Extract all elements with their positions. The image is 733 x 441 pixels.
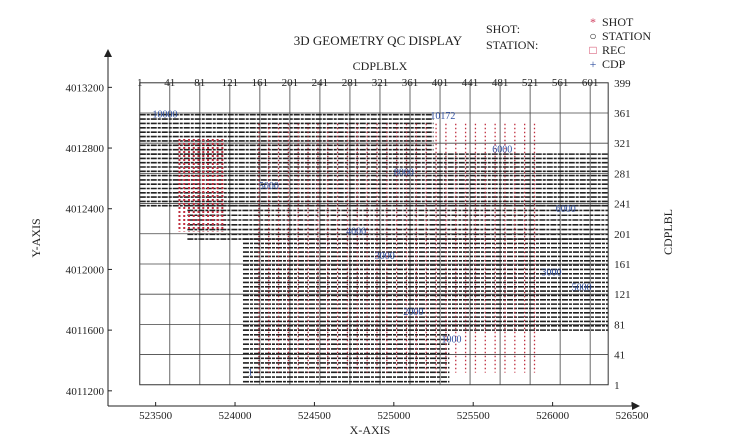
y-tick-label: 4012000 xyxy=(66,264,105,276)
y-tick-label: 4011600 xyxy=(66,325,105,337)
top-tick-label: 481 xyxy=(492,77,509,89)
annotation-label: 3000 xyxy=(541,268,561,279)
y-tick-label: 4012800 xyxy=(66,143,105,155)
top-tick-label: 321 xyxy=(372,77,389,89)
top-tick-label: 281 xyxy=(342,77,359,89)
annotation-label: 8000 xyxy=(394,167,414,178)
top-tick-label: 41 xyxy=(164,77,175,89)
top-tick-label: 161 xyxy=(252,77,269,89)
right-tick-label: 201 xyxy=(614,229,631,241)
axis-labels: 3D GEOMETRY QC DISPLAY CDPLBLX X-AXIS Y-… xyxy=(29,33,675,437)
annotations: 10000 10172 6000 8000 5000 6000 4000 3000 3000 50… xyxy=(152,110,591,379)
legend-cdp-label: CDP xyxy=(602,57,626,71)
right-tick-label: 361 xyxy=(614,108,631,120)
legend-shot: * SHOT xyxy=(587,15,633,30)
top-tick-label: 601 xyxy=(582,77,599,89)
x-tick-label: 526000 xyxy=(536,410,570,422)
rec-symbol-icon: □ xyxy=(589,43,597,57)
top-tick-label: 1 xyxy=(137,77,143,89)
annotation-label: 10172 xyxy=(430,111,455,122)
annotation-label: 5000 xyxy=(572,283,592,294)
annotation-label: 4000 xyxy=(346,227,366,238)
x-tick-label: 525000 xyxy=(377,410,411,422)
top-axis-title: CDPLBLX xyxy=(353,59,408,73)
y-axis-title: Y-AXIS xyxy=(29,218,43,257)
x-tick-label: 523500 xyxy=(139,410,173,422)
right-tick-label: 41 xyxy=(614,350,625,362)
chart-axes: 1 41 81 121 161 201 241 281 321 361 401 441 481 521 56… xyxy=(66,49,650,422)
right-tick-label: 399 xyxy=(614,78,631,90)
right-tick-label: 281 xyxy=(614,168,631,180)
right-tick-label: 161 xyxy=(614,259,631,271)
top-tick-label: 441 xyxy=(462,77,479,89)
annotation-label: 1 xyxy=(248,368,253,379)
annotation-label: 5000 xyxy=(259,181,279,192)
annotation-label: 2000 xyxy=(403,307,423,318)
top-tick-label: 81 xyxy=(194,77,205,89)
annotation-label: 6000 xyxy=(492,145,512,156)
y-axis-arrow-icon xyxy=(104,49,112,57)
station-header-label: STATION: xyxy=(486,38,539,52)
top-tick-label: 241 xyxy=(312,77,329,89)
shot-header-label: SHOT: xyxy=(486,22,521,36)
right-tick-label: 1 xyxy=(614,380,620,392)
y-tick-label: 4011200 xyxy=(66,386,105,398)
top-tick-label: 561 xyxy=(552,77,569,89)
annotation-label: 10000 xyxy=(152,110,177,121)
right-tick-label: 241 xyxy=(614,199,631,211)
x-axis-arrow-icon xyxy=(632,402,640,410)
right-tick-label: 321 xyxy=(614,138,631,150)
x-tick-label: 526500 xyxy=(616,410,650,422)
legend-rec-label: REC xyxy=(602,43,626,57)
legend-cdp: + CDP xyxy=(587,57,626,72)
station-symbol-icon: ○ xyxy=(589,29,597,43)
legend-rec: □ REC xyxy=(587,43,625,58)
right-tick-label: 81 xyxy=(614,319,625,331)
x-tick-label: 524500 xyxy=(298,410,332,422)
chart-title: 3D GEOMETRY QC DISPLAY xyxy=(294,33,463,48)
receiver-lines xyxy=(139,113,609,383)
x-tick-label: 524000 xyxy=(219,410,253,422)
cdp-symbol-icon: + xyxy=(589,57,597,71)
legend-station-label: STATION xyxy=(602,29,652,43)
right-axis-title: CDPLBL xyxy=(661,209,675,255)
annotation-label: 3000 xyxy=(375,251,395,262)
legend-shot-label: SHOT xyxy=(602,15,634,29)
x-tick-label: 525500 xyxy=(457,410,491,422)
y-tick-label: 4013200 xyxy=(66,82,105,94)
top-tick-label: 401 xyxy=(432,77,449,89)
legend-station: ○ STATION xyxy=(587,29,651,44)
shot-symbol-icon: * xyxy=(590,15,596,29)
shot-lines xyxy=(178,123,536,373)
top-tick-label: 521 xyxy=(522,77,539,89)
x-axis-title: X-AXIS xyxy=(350,423,391,437)
annotation-label: 1000 xyxy=(441,334,461,345)
top-tick-label: 201 xyxy=(282,77,299,89)
right-tick-label: 121 xyxy=(614,289,631,301)
top-tick-label: 361 xyxy=(402,77,419,89)
top-tick-label: 121 xyxy=(222,77,239,89)
annotation-label: 6000 xyxy=(556,204,576,215)
y-tick-label: 4012400 xyxy=(66,204,105,216)
